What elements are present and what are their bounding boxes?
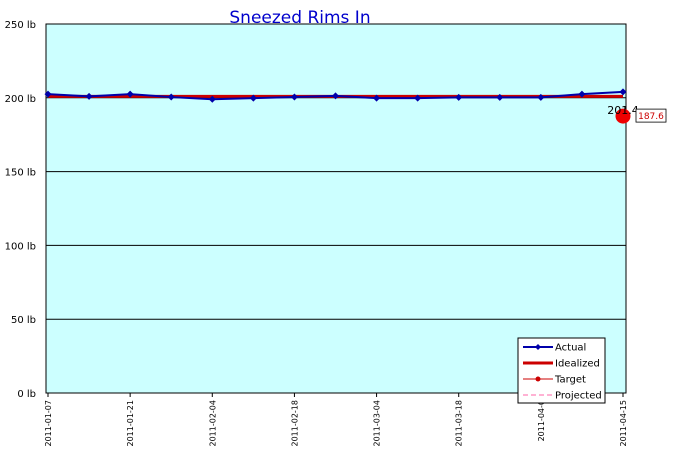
annotations: 201.4 187.6 <box>607 104 667 123</box>
series-actual-point <box>373 94 381 102</box>
series-layer <box>44 88 631 124</box>
series-actual-point <box>619 88 627 96</box>
x-tick-label: 2011-01-07 <box>44 400 53 447</box>
legend-actual-label: Actual <box>555 343 586 354</box>
series-actual-point <box>167 93 175 101</box>
last-value-label: 201.4 <box>607 104 639 117</box>
y-tick-label: 0 lb <box>17 389 36 400</box>
chart-title: Sneezed Rims In <box>229 8 370 28</box>
series-actual-point <box>126 90 134 98</box>
series-actual-point <box>85 92 93 100</box>
y-tick-label: 250 lb <box>5 20 36 31</box>
x-tick-label: 2011-02-04 <box>208 400 217 447</box>
plot-area <box>45 23 627 394</box>
series-actual-point <box>455 93 463 101</box>
series-actual-point <box>332 92 339 100</box>
y-tick-label: 200 lb <box>5 94 36 105</box>
series-actual-point <box>496 93 504 101</box>
series-actual-point <box>208 95 216 103</box>
y-tick-label: 100 lb <box>5 241 36 252</box>
legend-idealized-label: Idealized <box>555 359 600 370</box>
legend-actual-marker <box>535 344 541 350</box>
series-actual-point <box>249 94 257 102</box>
x-tick-label: 2011-04-15 <box>619 400 628 447</box>
series-actual-point <box>290 93 298 101</box>
x-tick-label: 2011-01-21 <box>126 400 135 447</box>
legend-target-marker <box>535 376 541 382</box>
y-tick-label: 150 lb <box>5 168 36 179</box>
x-tick-label: 2011-04-0 <box>537 400 546 441</box>
target-label-box <box>635 108 667 123</box>
target-label: 187.6 <box>638 112 664 122</box>
series-target-point <box>615 108 631 124</box>
x-tick-label: 2011-03-04 <box>373 400 382 447</box>
series-actual-point <box>537 93 545 101</box>
x-tick-label: 2011-02-18 <box>290 400 299 447</box>
y-axis: 0 lb 50 lb 100 lb 150 lb 200 lb 250 lb <box>5 20 36 400</box>
legend-projected-label: Projected <box>555 391 602 402</box>
series-actual-point <box>44 90 52 98</box>
legend-target-label: Target <box>554 375 586 386</box>
series-actual-point <box>414 94 422 102</box>
series-actual-point <box>578 90 586 98</box>
x-axis: 2011-01-07 2011-01-21 2011-02-04 2011-02-18… <box>44 393 628 447</box>
legend-box <box>517 337 606 404</box>
y-tick-label: 50 lb <box>11 315 36 326</box>
x-tick-label: 2011-03-18 <box>455 400 464 447</box>
legend: Actual Idealized Target Projected <box>517 337 606 404</box>
